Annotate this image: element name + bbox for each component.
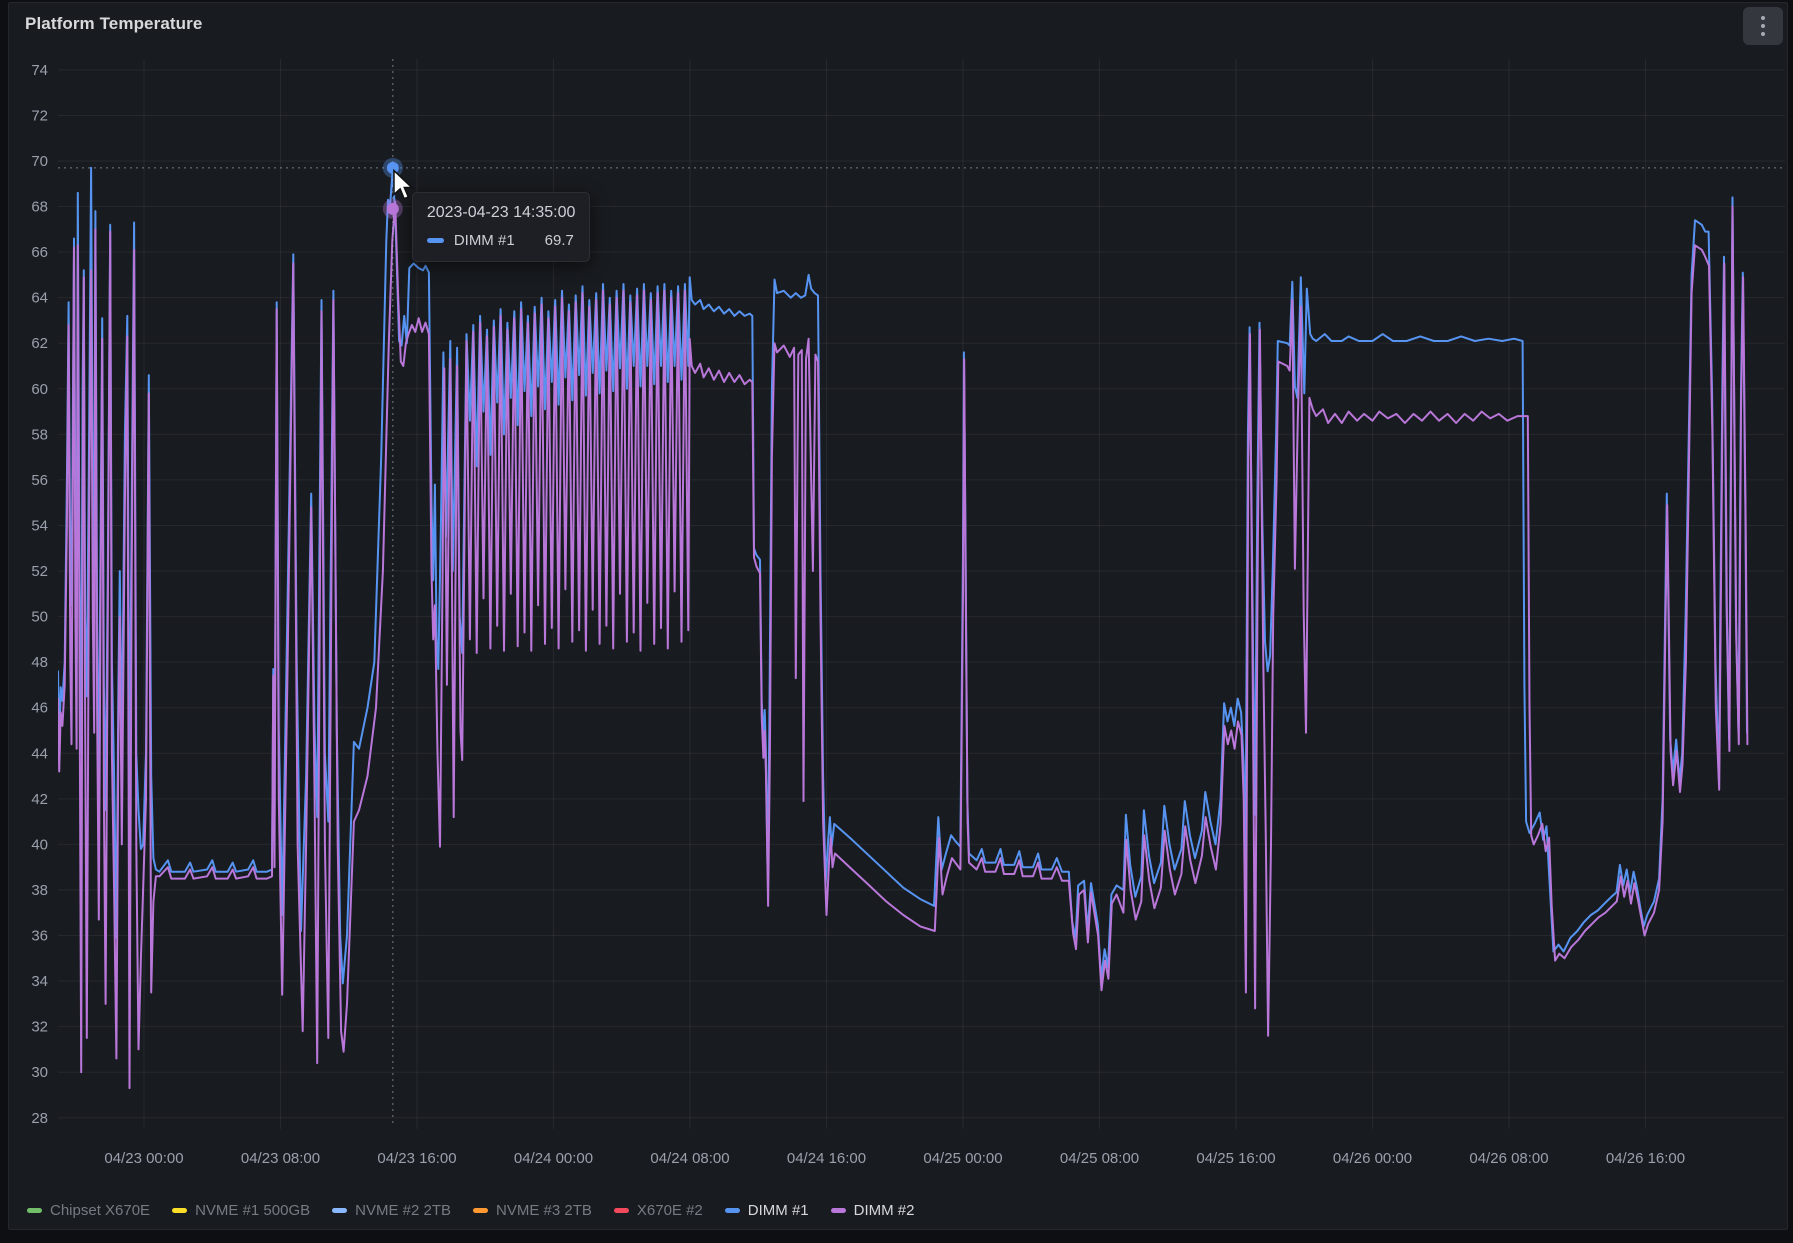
legend-series-label: DIMM #2: [853, 1202, 915, 1219]
x-axis-tick-label: 04/24 00:00: [514, 1150, 593, 1167]
panel-menu-button[interactable]: [1743, 7, 1783, 45]
legend-item-chipset-x670e[interactable]: Chipset X670E: [27, 1202, 150, 1219]
legend-series-swatch: [830, 1208, 846, 1213]
kebab-vertical-icon: [1761, 16, 1765, 36]
y-axis-tick-label: 34: [31, 973, 48, 990]
legend-item-nvme-1-500gb[interactable]: NVME #1 500GB: [172, 1202, 310, 1219]
y-axis-tick-label: 64: [31, 290, 48, 307]
y-axis-tick-label: 52: [31, 563, 48, 580]
legend-item-nvme-3-2tb[interactable]: NVME #3 2TB: [473, 1202, 592, 1219]
legend-series-label: DIMM #1: [747, 1202, 809, 1219]
legend-series-swatch: [172, 1208, 188, 1213]
grafana-panel: Platform Temperature 74 72 70 68 66 64 62 60 58 5…: [8, 2, 1788, 1230]
y-axis-tick-label: 50: [31, 609, 48, 626]
tooltip-series-value: 69.7: [544, 231, 574, 249]
y-axis-tick-label: 60: [31, 381, 48, 398]
chart-legend: Chipset X670E NVME #1 500GB NVME #2 2TB NVM…: [27, 1202, 1777, 1219]
legend-series-swatch: [27, 1208, 42, 1213]
legend-series-label: X670E #2: [636, 1202, 703, 1219]
tooltip-series-row: DIMM #1 69.7: [426, 231, 576, 249]
x-axis-tick-label: 04/25 08:00: [1060, 1150, 1139, 1167]
legend-item-dimm-2[interactable]: DIMM #2: [830, 1202, 915, 1219]
y-axis-tick-label: 48: [31, 654, 48, 671]
legend-series-label: NVME #3 2TB: [496, 1202, 592, 1219]
y-axis-tick-label: 66: [31, 244, 48, 261]
x-axis-tick-label: 04/25 16:00: [1196, 1150, 1275, 1167]
y-axis-tick-label: 46: [31, 700, 48, 717]
y-axis-tick-label: 58: [31, 426, 48, 443]
legend-series-swatch: [724, 1208, 740, 1213]
hover-marker-dimm2: [386, 202, 399, 215]
y-axis-tick-label: 70: [31, 153, 48, 170]
y-axis-tick-label: 30: [31, 1064, 48, 1081]
series-line-dimm-1: [58, 166, 1748, 985]
legend-series-label: NVME #1 500GB: [195, 1202, 311, 1219]
legend-series-swatch: [473, 1208, 489, 1213]
x-axis-tick-label: 04/26 16:00: [1606, 1150, 1685, 1167]
legend-series-swatch: [613, 1208, 629, 1213]
y-axis-tick-label: 74: [31, 62, 48, 79]
y-axis-tick-label: 56: [31, 472, 48, 489]
tooltip-series-name: DIMM #1: [453, 231, 515, 249]
x-axis-tick-label: 04/23 08:00: [241, 1150, 320, 1167]
panel-title: Platform Temperature: [25, 14, 203, 33]
legend-item-x670e-2[interactable]: X670E #2: [613, 1202, 703, 1219]
legend-series-swatch: [332, 1208, 348, 1213]
x-axis-tick-label: 04/25 00:00: [923, 1150, 1002, 1167]
tooltip-timestamp: 2023-04-23 14:35:00: [426, 203, 576, 221]
y-axis-tick-label: 40: [31, 836, 48, 853]
hover-marker-dimm1: [386, 161, 399, 174]
y-axis-tick-label: 42: [31, 791, 48, 808]
y-axis-tick-label: 44: [31, 745, 48, 762]
legend-series-label: NVME #2 2TB: [355, 1202, 452, 1219]
x-axis-tick-label: 04/23 16:00: [377, 1150, 456, 1167]
y-axis-tick-label: 36: [31, 928, 48, 945]
tooltip-series-swatch: [426, 237, 444, 243]
panel-header: Platform Temperature: [9, 3, 1787, 45]
y-axis-tick-label: 32: [31, 1019, 48, 1036]
y-axis-tick-label: 28: [31, 1110, 48, 1127]
y-axis-tick-label: 68: [31, 199, 48, 216]
y-axis-tick-label: 62: [31, 335, 48, 352]
legend-item-dimm-1[interactable]: DIMM #1: [724, 1202, 809, 1219]
x-axis-tick-label: 04/26 08:00: [1469, 1150, 1548, 1167]
legend-item-nvme-2-2tb[interactable]: NVME #2 2TB: [332, 1202, 451, 1219]
y-axis-tick-label: 38: [31, 882, 48, 899]
y-axis-tick-label: 54: [31, 517, 48, 534]
legend-series-label: Chipset X670E: [50, 1202, 151, 1219]
x-axis-tick-label: 04/24 16:00: [787, 1150, 866, 1167]
x-axis-tick-label: 04/26 00:00: [1333, 1150, 1412, 1167]
y-axis-tick-label: 72: [31, 107, 48, 124]
series-line-dimm-2: [58, 201, 1749, 1090]
x-axis-tick-label: 04/24 08:00: [650, 1150, 729, 1167]
x-axis-tick-label: 04/23 00:00: [104, 1150, 183, 1167]
chart-tooltip: 2023-04-23 14:35:00 DIMM #1 69.7: [411, 191, 591, 262]
time-series-chart[interactable]: 74 72 70 68 66 64 62 60 58 56 54 52 50 48 46 44 42 40 38 36…: [9, 3, 1787, 1229]
